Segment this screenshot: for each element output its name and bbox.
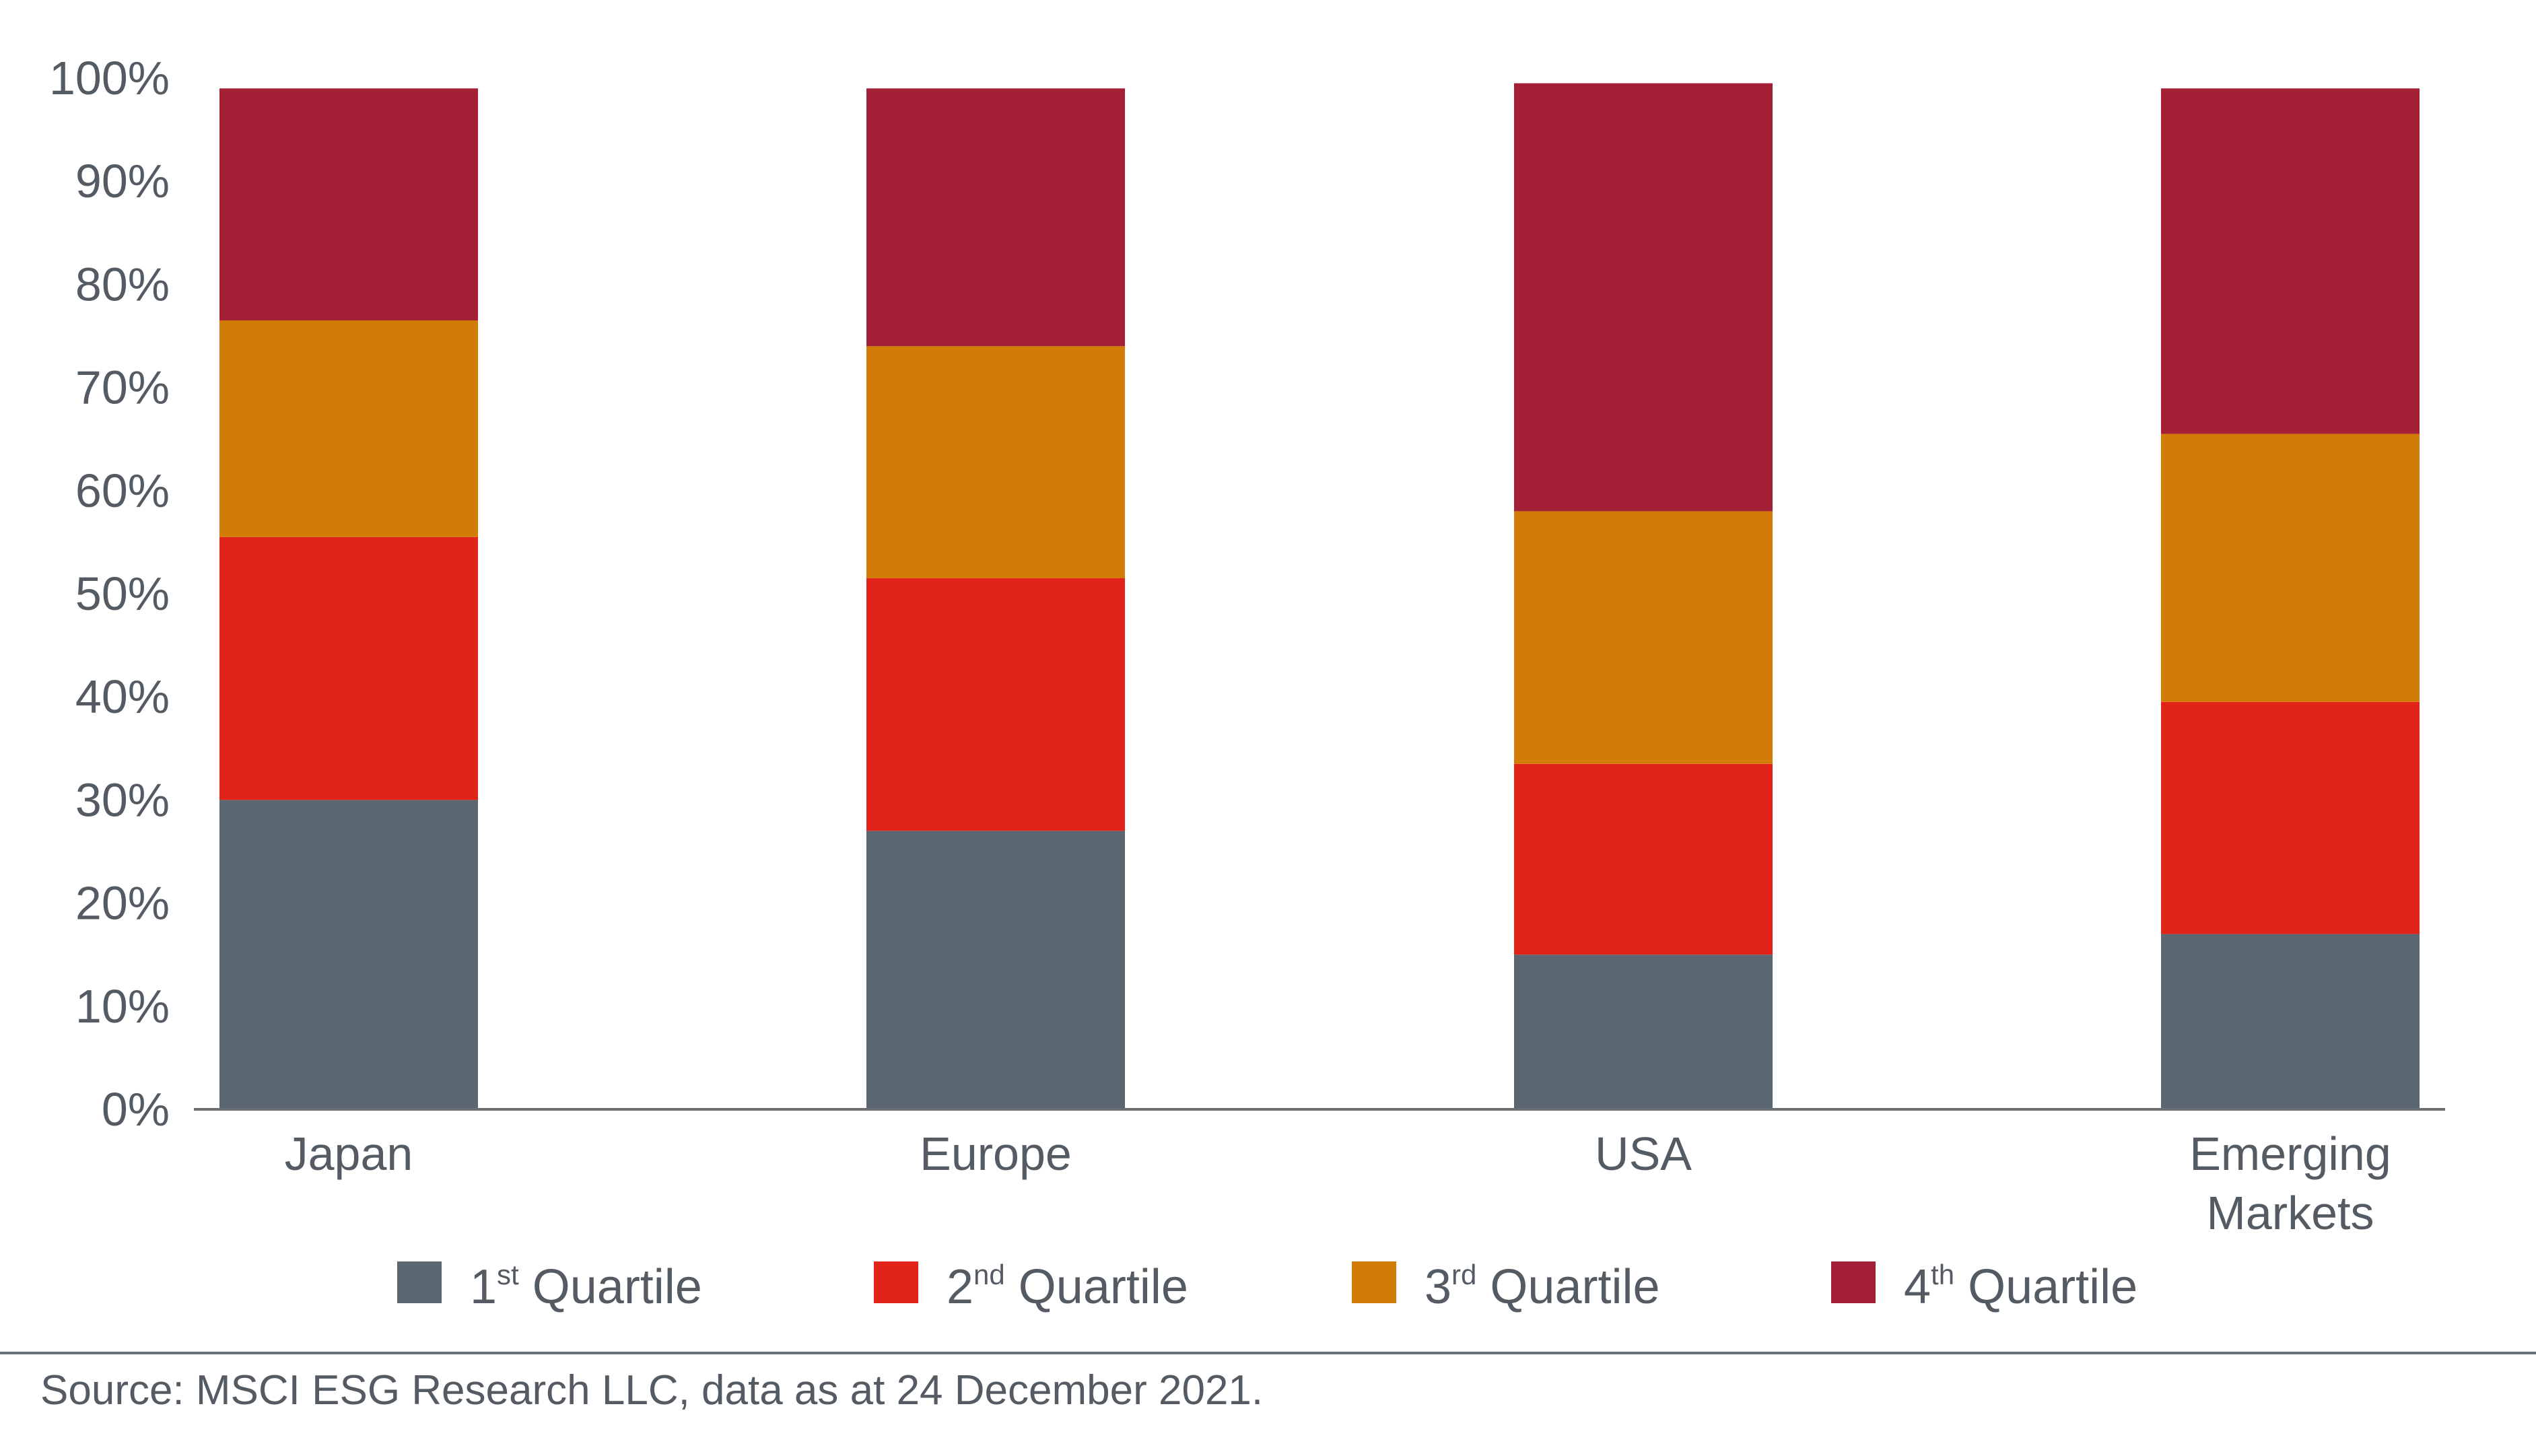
x-category-label: Markets	[2207, 1187, 2374, 1239]
y-tick-label: 30%	[75, 773, 170, 826]
bar-segment	[219, 800, 478, 1109]
x-axis-labels: Japan Europe USA Emerging Markets	[285, 1128, 2391, 1239]
y-tick-label: 50%	[75, 567, 170, 620]
bar-segment	[2161, 934, 2420, 1109]
bar-segment	[219, 320, 478, 537]
bar-segment	[866, 578, 1125, 831]
bar-segment	[866, 831, 1125, 1109]
legend-swatch	[874, 1261, 918, 1303]
x-category-label: Japan	[285, 1128, 413, 1180]
x-category-label: Emerging	[2189, 1128, 2391, 1180]
y-tick-label: 0%	[102, 1083, 170, 1136]
bar-segment	[2161, 434, 2420, 702]
y-tick-label: 40%	[75, 670, 170, 723]
bar-segment	[1514, 511, 1773, 764]
legend-label: 3rd Quartile	[1425, 1259, 1660, 1314]
legend-swatch	[397, 1261, 442, 1303]
bars	[219, 83, 2420, 1109]
stacked-bar-chart: 0% 10% 20% 30% 40% 50% 60% 70% 80% 90% 100% Japan E…	[49, 52, 2445, 1314]
y-tick-label: 10%	[75, 980, 170, 1033]
x-category-label: Europe	[920, 1128, 1072, 1180]
y-tick-label: 70%	[75, 361, 170, 414]
bar-segment	[2161, 701, 2420, 934]
bar-segment	[1514, 83, 1773, 512]
legend-swatch	[1352, 1261, 1396, 1303]
y-tick-label: 20%	[75, 877, 170, 930]
legend-label: 1st Quartile	[470, 1259, 702, 1314]
legend-label: 2nd Quartile	[947, 1259, 1188, 1314]
y-axis: 0% 10% 20% 30% 40% 50% 60% 70% 80% 90% 100%	[49, 52, 170, 1136]
x-category-label: USA	[1595, 1128, 1692, 1180]
y-tick-label: 90%	[75, 155, 170, 207]
legend: 1st Quartile 2nd Quartile 3rd Quartile 4th …	[397, 1259, 2137, 1314]
bar-segment	[1514, 763, 1773, 955]
bar-segment	[219, 88, 478, 321]
bar-segment	[1514, 955, 1773, 1109]
divider	[0, 1352, 2536, 1354]
bar-segment	[866, 346, 1125, 579]
bar-segment	[2161, 88, 2420, 434]
bar-segment	[866, 88, 1125, 347]
y-tick-label: 100%	[49, 52, 170, 104]
y-tick-label: 60%	[75, 464, 170, 517]
bar-segment	[219, 536, 478, 800]
legend-swatch	[1831, 1261, 1876, 1303]
legend-label: 4th Quartile	[1904, 1259, 2137, 1314]
source-note: Source: MSCI ESG Research LLC, data as a…	[40, 1367, 1264, 1414]
y-tick-label: 80%	[75, 258, 170, 310]
